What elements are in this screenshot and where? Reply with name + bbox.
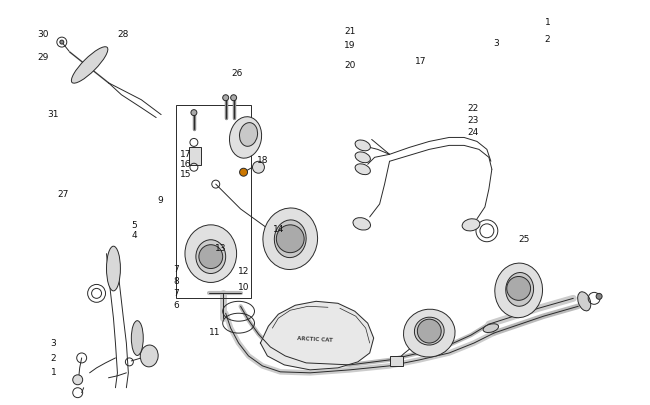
Circle shape — [191, 111, 197, 116]
Text: 24: 24 — [467, 128, 478, 136]
Ellipse shape — [263, 209, 318, 270]
Text: 18: 18 — [257, 156, 268, 165]
Polygon shape — [261, 302, 374, 370]
Circle shape — [73, 375, 83, 385]
Ellipse shape — [355, 153, 370, 163]
Bar — [389, 356, 404, 366]
Circle shape — [252, 162, 265, 174]
Text: ARCTIC CAT: ARCTIC CAT — [297, 335, 333, 342]
Text: 26: 26 — [231, 69, 242, 78]
Text: 2: 2 — [545, 35, 550, 44]
Ellipse shape — [140, 345, 158, 367]
Ellipse shape — [355, 164, 370, 175]
Text: 19: 19 — [344, 41, 356, 50]
Text: 17: 17 — [415, 56, 427, 65]
Text: 30: 30 — [38, 30, 49, 39]
Text: 4: 4 — [131, 230, 137, 239]
Bar — [176, 105, 250, 298]
Ellipse shape — [196, 240, 226, 274]
Text: 1: 1 — [51, 367, 57, 376]
Circle shape — [231, 96, 237, 101]
Circle shape — [596, 294, 602, 300]
Ellipse shape — [185, 225, 237, 283]
Ellipse shape — [107, 247, 120, 291]
Circle shape — [417, 320, 441, 343]
Text: 3: 3 — [51, 338, 57, 347]
Text: 7: 7 — [174, 264, 179, 273]
Text: 28: 28 — [117, 30, 129, 39]
Text: 11: 11 — [209, 327, 220, 336]
Text: 31: 31 — [47, 109, 59, 119]
Text: 27: 27 — [57, 190, 68, 199]
Text: 7: 7 — [174, 288, 179, 298]
Circle shape — [223, 96, 229, 101]
Text: 12: 12 — [238, 266, 249, 275]
Text: 22: 22 — [467, 104, 478, 113]
Ellipse shape — [404, 309, 455, 357]
Text: 17: 17 — [180, 150, 191, 159]
Ellipse shape — [239, 123, 257, 147]
Text: 9: 9 — [157, 196, 163, 205]
Text: 29: 29 — [38, 53, 49, 62]
Text: 21: 21 — [344, 27, 356, 36]
Ellipse shape — [495, 264, 543, 318]
Ellipse shape — [355, 141, 370, 151]
Ellipse shape — [131, 321, 143, 356]
Ellipse shape — [274, 220, 306, 258]
Text: 10: 10 — [238, 282, 250, 292]
Text: 5: 5 — [131, 220, 137, 229]
Text: 23: 23 — [467, 115, 478, 124]
Text: 14: 14 — [274, 224, 285, 233]
Text: 3: 3 — [493, 39, 499, 48]
Circle shape — [240, 169, 248, 177]
Circle shape — [60, 41, 64, 45]
Text: 2: 2 — [51, 353, 57, 362]
Ellipse shape — [462, 219, 480, 231]
Text: 16: 16 — [180, 160, 191, 169]
Circle shape — [507, 277, 530, 301]
Text: 8: 8 — [174, 277, 179, 286]
Ellipse shape — [353, 218, 370, 230]
Ellipse shape — [506, 273, 534, 307]
Bar — [189, 148, 201, 166]
Text: 20: 20 — [344, 60, 356, 69]
Text: 13: 13 — [215, 243, 227, 252]
Text: 25: 25 — [519, 234, 530, 243]
Ellipse shape — [578, 292, 591, 311]
Ellipse shape — [229, 117, 261, 159]
Ellipse shape — [483, 324, 499, 333]
Ellipse shape — [415, 318, 444, 345]
Ellipse shape — [72, 48, 108, 84]
Circle shape — [199, 245, 223, 269]
Circle shape — [276, 225, 304, 253]
Text: 6: 6 — [174, 301, 179, 309]
Text: 1: 1 — [545, 18, 551, 27]
Text: 15: 15 — [180, 170, 191, 179]
